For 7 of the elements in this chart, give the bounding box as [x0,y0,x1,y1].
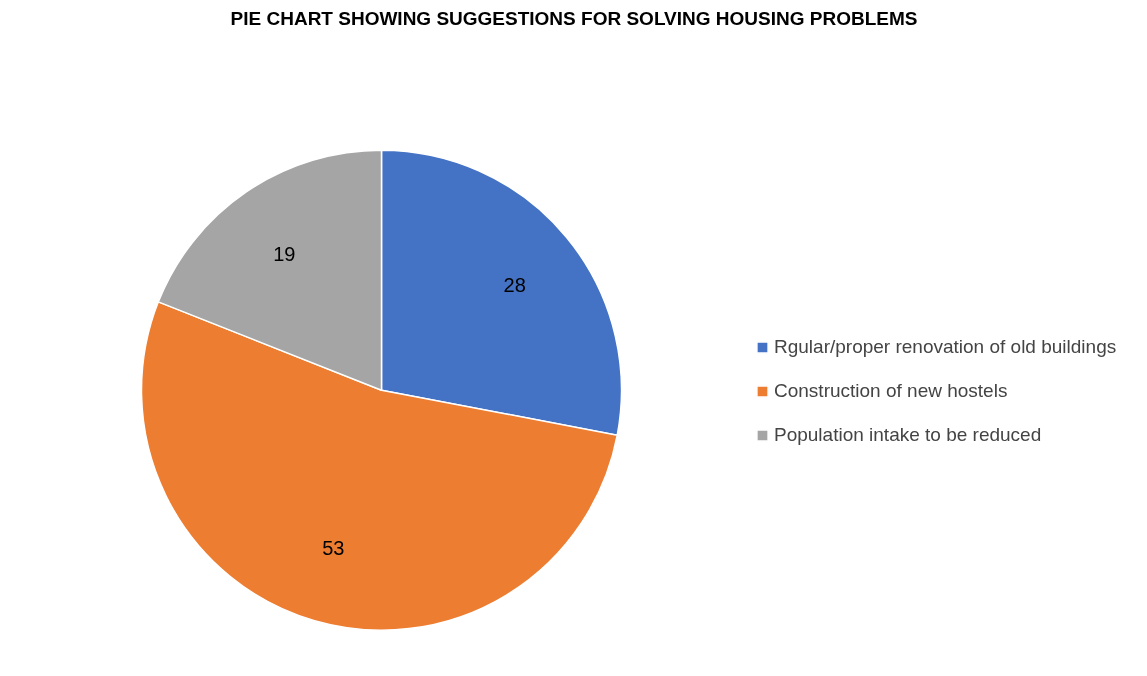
legend-label: Construction of new hostels [774,380,1009,402]
chart-title: PIE CHART SHOWING SUGGESTIONS FOR SOLVING HOUSING PROBLEMS [230,7,918,29]
data-label: 19 [273,243,296,266]
legend-label: Rgular/proper renovation of old buildings [774,336,1118,358]
data-label: 53 [322,537,345,560]
data-label: 28 [503,274,526,297]
legend-label: Population intake to be reduced [774,424,1043,446]
